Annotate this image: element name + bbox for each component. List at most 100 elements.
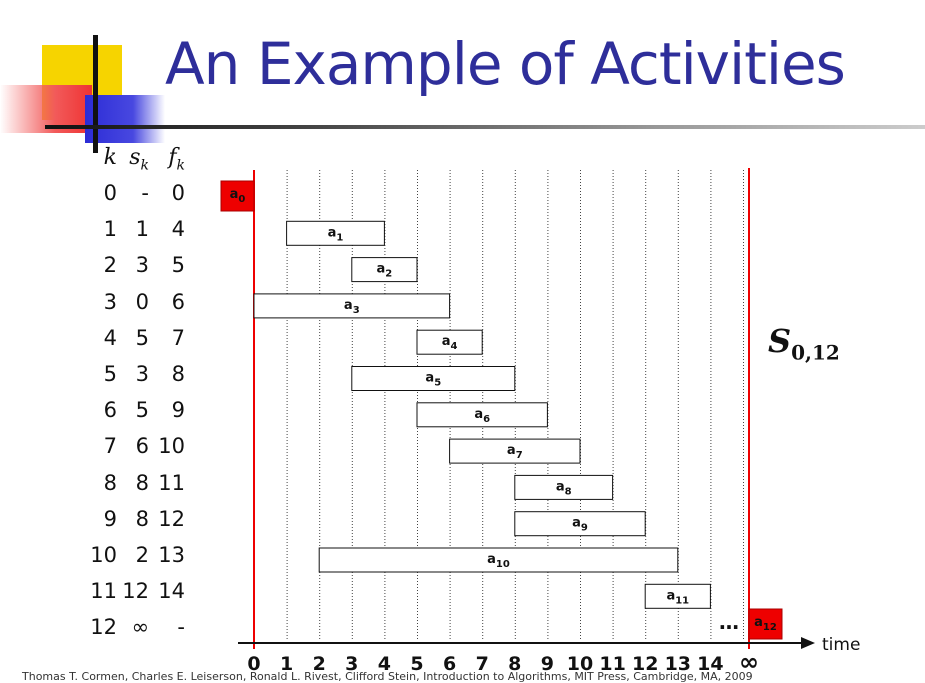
activity-bar [318, 547, 679, 573]
tick-label: 12 [632, 653, 658, 675]
cell-k: 2 [103, 253, 117, 278]
tick-label: 5 [410, 653, 423, 675]
time-axis-arrow [801, 637, 815, 649]
tick-label: 11 [599, 653, 625, 675]
cell-s: ∞ [131, 615, 150, 640]
activity-bar [514, 511, 646, 537]
header-s-main: s [129, 145, 141, 170]
cell-s: 1 [135, 217, 149, 242]
header-f-main: f [168, 145, 177, 170]
activity-bar [644, 583, 711, 609]
header-k: k [103, 145, 117, 170]
cell-f: 14 [158, 579, 185, 604]
header-f-sub: k [176, 157, 185, 174]
set-label: S0,12 [768, 322, 840, 364]
cell-s: 5 [135, 398, 149, 423]
axis-label: time [822, 635, 860, 655]
table-row: 10 2 13 [85, 543, 215, 573]
citation-footer: Thomas T. Cormen, Charles E. Leiserson, … [22, 670, 753, 683]
cell-k: 0 [103, 181, 117, 205]
cell-k: 10 [90, 543, 117, 567]
table-row: 11 12 14 [85, 579, 215, 609]
activity-bar [253, 293, 451, 319]
cell-k: 5 [103, 362, 117, 386]
table-row: 9 8 12 [85, 507, 215, 537]
cell-f: 11 [158, 470, 185, 495]
cell-f: - [177, 615, 185, 640]
table-row: 0-0 [85, 181, 215, 211]
deco-blue-square [85, 95, 165, 143]
activity-bar [416, 402, 548, 428]
cell-k: 9 [103, 506, 117, 531]
sentinel-box [220, 180, 255, 212]
tick-label: 3 [345, 653, 358, 675]
sentinel-box [748, 608, 783, 640]
header-s-sub: k [140, 157, 149, 174]
table-row: 8 8 11 [85, 471, 215, 501]
slide-title: An Example of Activities [165, 30, 846, 98]
activity-bar [514, 474, 614, 500]
cell-s: 12 [122, 579, 149, 604]
tick-label: 4 [378, 653, 391, 675]
cell-f: 10 [158, 434, 185, 459]
cell-k: 3 [103, 289, 117, 314]
tick-label: 10 [567, 653, 593, 675]
cell-k: 4 [103, 325, 117, 350]
tick-label: 13 [665, 653, 691, 675]
activity-bar [351, 257, 418, 283]
table-row: 12 ∞ - [85, 615, 215, 645]
header-s: sk [119, 145, 149, 173]
set-label-sub: 0,12 [791, 340, 840, 365]
tick-label: 0 [247, 653, 260, 675]
cell-f: 13 [158, 543, 185, 567]
deco-horizontal-line [45, 125, 925, 129]
cell-f: 8 [171, 362, 185, 386]
cell-f: 5 [171, 253, 185, 278]
tick-label: 8 [508, 653, 521, 675]
tick-label: 7 [476, 653, 489, 675]
cell-k: 11 [90, 579, 117, 604]
cell-f: 9 [171, 398, 185, 423]
ellipsis: … [719, 610, 739, 634]
cell-s: 8 [135, 470, 149, 495]
cell-k: 8 [103, 470, 117, 495]
header-f: fk [151, 145, 185, 173]
cell-s: 6 [135, 434, 149, 459]
cell-f: 6 [171, 289, 185, 314]
cell-f: 7 [171, 325, 185, 350]
cell-s: - [141, 181, 149, 205]
cell-s: 3 [135, 253, 149, 278]
tick-label: 9 [541, 653, 554, 675]
tick-label: 6 [443, 653, 456, 675]
cell-s: 2 [135, 543, 149, 567]
cell-f: 4 [171, 217, 185, 242]
cell-k: 6 [103, 398, 117, 423]
activity-bar [286, 220, 385, 246]
cell-s: 8 [135, 506, 149, 531]
cell-s: 3 [135, 362, 149, 386]
cell-k: 1 [103, 217, 117, 242]
activity-bar [351, 366, 516, 391]
table-header: k sk fk [85, 145, 215, 175]
tick-label: 2 [313, 653, 326, 675]
deco-vertical-line [93, 35, 98, 153]
cell-s: 5 [135, 325, 149, 350]
tick-label: 14 [697, 653, 723, 675]
cell-k: 7 [103, 434, 117, 459]
cell-f: 0 [171, 181, 185, 205]
tick-label: 1 [280, 653, 293, 675]
cell-s: 0 [135, 289, 149, 314]
activity-bar [449, 438, 581, 464]
tick-label: ∞ [739, 648, 759, 676]
cell-k: 12 [90, 615, 117, 640]
activity-bar [416, 329, 483, 355]
table-row: 7 6 10 [85, 434, 215, 464]
set-label-main: S [768, 322, 792, 360]
